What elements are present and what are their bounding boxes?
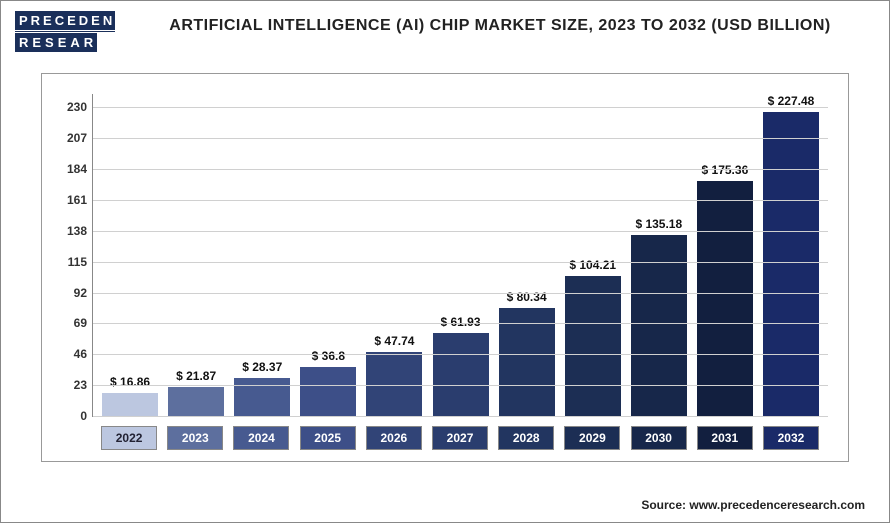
logo-text-top: PRECEDENCE: [15, 11, 115, 30]
x-axis-label-box: 2027: [430, 423, 490, 453]
x-axis-tick-label: 2023: [167, 426, 223, 450]
y-axis-tick-label: 69: [74, 316, 87, 330]
y-axis-tick-label: 161: [67, 193, 87, 207]
logo-text-bottom: RESEARCH: [15, 33, 97, 52]
chart-container: $ 16.86 $ 21.87 $ 28.37 $ 36.8 $ 47.74 $ 61.9…: [41, 73, 849, 462]
y-axis-tick-label: 138: [67, 224, 87, 238]
x-axis-tick-label: 2032: [763, 426, 819, 450]
bar-column: $ 61.93: [430, 94, 490, 416]
gridline: [93, 416, 828, 417]
gridline: [93, 385, 828, 386]
bar: [234, 378, 290, 416]
y-axis-tick-label: 92: [74, 286, 87, 300]
bars-group: $ 16.86 $ 21.87 $ 28.37 $ 36.8 $ 47.74 $ 61.9…: [93, 94, 828, 416]
x-axis-tick-label: 2027: [432, 426, 488, 450]
source-attribution: Source: www.precedenceresearch.com: [641, 498, 865, 512]
bar: [366, 352, 422, 416]
bar-column: $ 47.74: [364, 94, 424, 416]
x-axis-label-box: 2024: [231, 423, 291, 453]
bar-column: $ 104.21: [563, 94, 623, 416]
bar: [300, 367, 356, 416]
bar-value-label: $ 227.48: [768, 94, 815, 108]
bar: [763, 112, 819, 416]
bar-column: $ 36.8: [298, 94, 358, 416]
bar-column: $ 175.36: [695, 94, 755, 416]
x-axis-label-box: 2023: [165, 423, 225, 453]
bar-column: $ 21.87: [166, 94, 226, 416]
x-axis-label-box: 2030: [629, 423, 689, 453]
bar-value-label: $ 21.87: [176, 369, 216, 383]
x-axis-label-box: 2029: [562, 423, 622, 453]
bar: [168, 387, 224, 416]
gridline: [93, 293, 828, 294]
y-axis-tick-label: 46: [74, 347, 87, 361]
bar-value-label: $ 16.86: [110, 375, 150, 389]
y-axis-tick-label: 0: [80, 409, 87, 423]
bar-value-label: $ 104.21: [569, 258, 616, 272]
gridline: [93, 169, 828, 170]
gridline: [93, 200, 828, 201]
y-axis-tick-label: 23: [74, 378, 87, 392]
gridline: [93, 231, 828, 232]
bar-column: $ 80.34: [497, 94, 557, 416]
x-axis-tick-label: 2029: [564, 426, 620, 450]
x-axis-tick-label: 2025: [300, 426, 356, 450]
bar: [102, 393, 158, 416]
y-axis-tick-label: 115: [68, 255, 87, 269]
x-axis-labels: 2022 2023 2024 2025 2026 2027 2028 2029 2030 2031…: [92, 423, 828, 453]
brand-logo: PRECEDENCE RESEARCH: [15, 11, 115, 52]
logo-divider: [15, 31, 115, 32]
x-axis-label-box: 2022: [99, 423, 159, 453]
chart-title: ARTIFICIAL INTELLIGENCE (AI) CHIP MARKET…: [141, 17, 859, 35]
bar: [697, 181, 753, 416]
x-axis-tick-label: 2030: [631, 426, 687, 450]
bar-column: $ 227.48: [761, 94, 821, 416]
gridline: [93, 262, 828, 263]
bar-column: $ 135.18: [629, 94, 689, 416]
x-axis-tick-label: 2024: [233, 426, 289, 450]
bar-value-label: $ 36.8: [312, 349, 345, 363]
x-axis-label-box: 2028: [496, 423, 556, 453]
bar-column: $ 16.86: [100, 94, 160, 416]
bar-column: $ 28.37: [232, 94, 292, 416]
x-axis-label-box: 2025: [298, 423, 358, 453]
x-axis-label-box: 2031: [695, 423, 755, 453]
bar-value-label: $ 135.18: [635, 217, 682, 231]
x-axis-label-box: 2032: [761, 423, 821, 453]
gridline: [93, 138, 828, 139]
y-axis-tick-label: 230: [67, 100, 87, 114]
plot-area: $ 16.86 $ 21.87 $ 28.37 $ 36.8 $ 47.74 $ 61.9…: [92, 94, 828, 417]
x-axis-tick-label: 2026: [366, 426, 422, 450]
x-axis-label-box: 2026: [364, 423, 424, 453]
gridline: [93, 107, 828, 108]
bar-value-label: $ 28.37: [242, 360, 282, 374]
gridline: [93, 323, 828, 324]
x-axis-tick-label: 2031: [697, 426, 753, 450]
x-axis-tick-label: 2022: [101, 426, 157, 450]
bar: [433, 333, 489, 416]
bar-value-label: $ 47.74: [374, 334, 414, 348]
y-axis-tick-label: 207: [67, 131, 87, 145]
y-axis-tick-label: 184: [67, 162, 87, 176]
x-axis-tick-label: 2028: [498, 426, 554, 450]
bar: [565, 276, 621, 416]
gridline: [93, 354, 828, 355]
bar-value-label: $ 61.93: [440, 315, 480, 329]
